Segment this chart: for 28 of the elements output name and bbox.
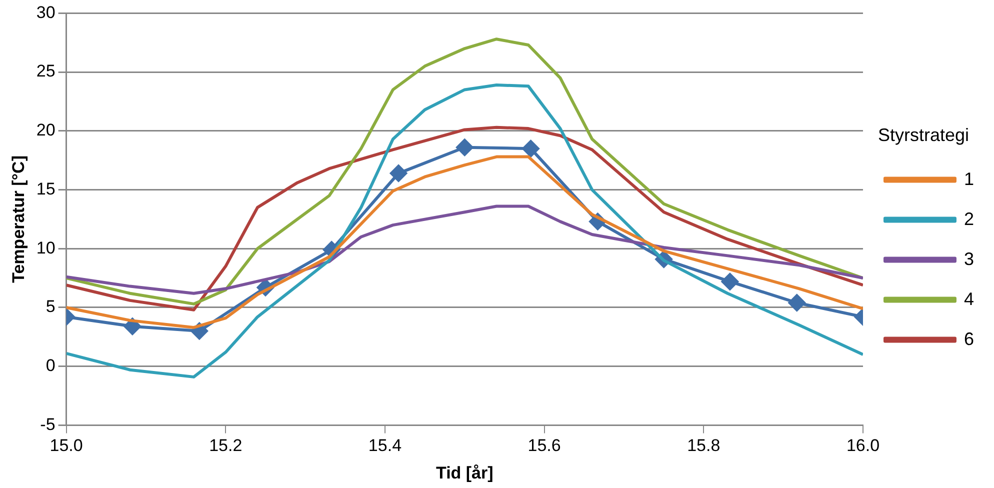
legend-title: Styrstrategi xyxy=(878,125,970,146)
x-tick-label: 15.6 xyxy=(528,436,561,456)
x-tick-label: 15.4 xyxy=(368,436,402,456)
x-tick-label: 15.2 xyxy=(209,436,242,456)
legend-label: 6 xyxy=(964,328,974,349)
legend-label: 1 xyxy=(964,168,974,189)
x-axis-title: Tid [år] xyxy=(436,463,494,482)
x-tick-label: 16.0 xyxy=(846,436,880,456)
x-tick-label: 15.0 xyxy=(50,436,83,456)
point xyxy=(124,318,141,335)
legend-label: 4 xyxy=(964,288,974,309)
y-tick-label: 5 xyxy=(46,297,56,316)
y-tick-label: 25 xyxy=(36,62,56,81)
point xyxy=(522,140,540,158)
y-tick-label: 10 xyxy=(36,238,56,258)
y-tick-label: -5 xyxy=(40,414,56,434)
point xyxy=(721,273,738,290)
x-tick-label: 15.8 xyxy=(687,436,720,456)
y-tick-label: 30 xyxy=(36,2,56,22)
y-tick-label: 0 xyxy=(46,356,56,376)
legend-label: 3 xyxy=(964,248,974,269)
legend-label: 2 xyxy=(964,208,974,229)
y-tick-label: 15 xyxy=(36,179,56,198)
point xyxy=(390,164,408,182)
point xyxy=(788,294,806,312)
point xyxy=(456,138,474,156)
y-axis-title: Temperatur [°C] xyxy=(8,156,28,283)
y-tick-label: 20 xyxy=(36,120,56,140)
